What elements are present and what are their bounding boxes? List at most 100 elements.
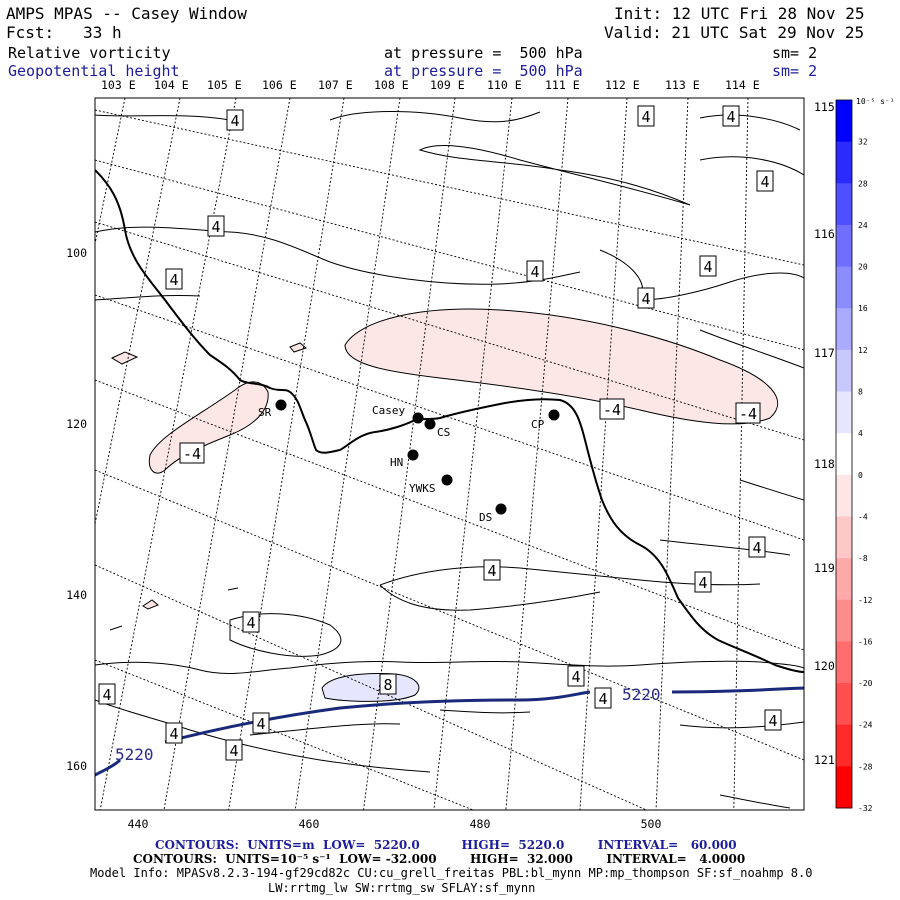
contour-label: 4 (567, 665, 585, 687)
stations: SR Casey CS CP HN YWKS DS (258, 399, 560, 524)
svg-text:4: 4 (768, 712, 777, 730)
height-contour-labels: 5220 5220 (115, 685, 661, 764)
model-info: Model Info: MPASv8.2.3-194-gf29cd82c CU:… (90, 866, 813, 880)
vorticity-contour-labels: 4 4 4 4 4 4 4 4 4 -4 -4 -4 4 4 4 4 4 8 4… (98, 105, 782, 761)
longitude-labels-top: 103 E 104 E 105 E 106 E 107 E 108 E 109 … (101, 78, 760, 92)
negative-vorticity-area (142, 599, 159, 610)
height-contour-info: CONTOURS: UNITS=m LOW= 5220.0 HIGH= 5220… (155, 838, 737, 852)
lon-label: 109 E (430, 78, 465, 92)
colorbar-swatch (836, 100, 852, 143)
field1-level: at pressure = 500 hPa (384, 44, 583, 62)
height-label: 5220 (115, 745, 154, 764)
svg-text:4: 4 (571, 668, 580, 686)
svg-text:4: 4 (169, 271, 178, 289)
init-time: Init: 12 UTC Fri 28 Nov 25 (614, 4, 865, 23)
svg-text:8: 8 (383, 676, 392, 694)
y-axis-ticks: 100 120 140 160 (66, 246, 87, 773)
svg-text:4: 4 (256, 715, 265, 733)
svg-text:4: 4 (698, 574, 707, 592)
station-marker (412, 412, 424, 424)
svg-text:4: 4 (230, 112, 239, 130)
lon-label: 105 E (207, 78, 242, 92)
svg-text:120: 120 (66, 417, 87, 431)
contour-label: 4 (483, 559, 501, 581)
lon-label: 113 E (665, 78, 700, 92)
svg-text:-4: -4 (183, 445, 201, 463)
model-info-radiation: LW:rrtmg_lw SW:rrtmg_sw SFLAY:sf_mynn (268, 881, 536, 895)
contour-label: 4 (637, 287, 655, 309)
station-marker (407, 449, 419, 461)
valid-time: Valid: 21 UTC Sat 29 Nov 25 (604, 23, 865, 42)
colorbar-label: -24 (858, 721, 873, 730)
svg-text:160: 160 (66, 759, 87, 773)
station-marker (441, 474, 453, 486)
colorbar-label: 0 (858, 471, 863, 480)
lon-label: 110 E (487, 78, 522, 92)
svg-text:140: 140 (66, 588, 87, 602)
negative-vorticity-area (344, 308, 779, 425)
map-title: AMPS MPAS -- Casey Window (6, 4, 247, 23)
vorticity-contours (95, 111, 804, 809)
contour-label: 4 (225, 739, 243, 761)
height-label: 5220 (622, 685, 661, 704)
svg-text:100: 100 (66, 246, 87, 260)
lon-label: 114 E (725, 78, 760, 92)
station-marker (495, 503, 507, 515)
plot-frame (94, 97, 805, 811)
colorbar-swatch (836, 308, 852, 351)
height-contour-5220 (95, 686, 804, 777)
contour-label: 4 (526, 260, 544, 282)
svg-text:4: 4 (487, 562, 496, 580)
svg-text:4: 4 (229, 742, 238, 760)
contour-label: 4 (722, 105, 740, 127)
station-label: HN (390, 456, 403, 469)
svg-text:480: 480 (470, 817, 491, 831)
colorbar-swatch (836, 141, 852, 184)
colorbar-swatch (836, 349, 852, 393)
colorbar-swatch (836, 683, 852, 726)
contour-label: 4 (252, 712, 270, 734)
lon-label: 107 E (318, 78, 353, 92)
color-bar: 32 28 24 20 16 12 8 4 0 -4 -8 -12 -16 -20 -24 -28 -32 (835, 99, 873, 813)
station-label: CP (531, 418, 545, 431)
lon-label: 108 E (374, 78, 409, 92)
contour-label: -4 (735, 402, 761, 424)
contour-label: 4 (694, 571, 712, 593)
colorbar-label: -12 (858, 596, 873, 605)
contour-label: 4 (165, 268, 183, 290)
negative-vorticity-area (148, 381, 269, 474)
lon-label: 103 E (101, 78, 136, 92)
svg-text:4: 4 (211, 218, 220, 236)
colorbar-unit: 10⁻⁵ s⁻¹ (856, 97, 895, 106)
svg-text:440: 440 (128, 817, 149, 831)
colorbar-label: 4 (858, 429, 863, 438)
colorbar-swatch (836, 724, 852, 767)
svg-text:-4: -4 (603, 401, 621, 419)
contour-label: 8 (379, 673, 397, 695)
svg-text:4: 4 (641, 108, 650, 126)
svg-text:4: 4 (752, 539, 761, 557)
colorbar-label: 8 (858, 388, 863, 397)
colorbar-label: -4 (858, 512, 868, 521)
contour-label: 4 (165, 722, 183, 744)
colorbar-label: 16 (858, 304, 868, 313)
colorbar-swatch (836, 266, 852, 309)
colorbar-label: -16 (858, 637, 873, 646)
station-label: SR (258, 406, 272, 419)
station-marker (275, 399, 287, 411)
svg-text:-4: -4 (739, 405, 757, 423)
contour-label: 4 (226, 109, 244, 131)
contour-label: 4 (207, 215, 225, 237)
negative-vorticity-area (289, 342, 308, 353)
colorbar-label: -28 (858, 762, 873, 771)
contour-label: -4 (599, 398, 625, 420)
contour-label: 4 (637, 105, 655, 127)
station-label: YWKS (409, 482, 436, 495)
contour-label: 4 (699, 255, 717, 277)
station-label: DS (479, 511, 492, 524)
station-marker (548, 409, 560, 421)
lat-lon-grid (95, 98, 804, 810)
colorbar-label: -32 (858, 804, 873, 813)
colorbar-swatch (836, 766, 852, 809)
